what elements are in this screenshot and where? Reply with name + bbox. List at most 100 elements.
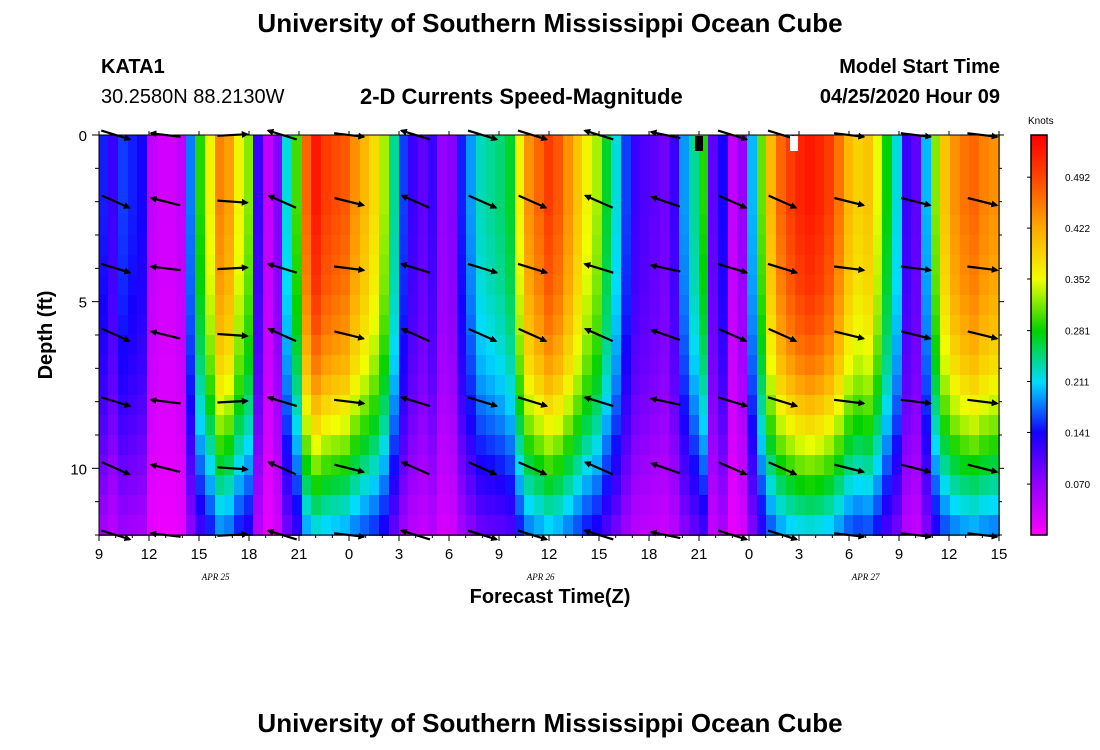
current-vector [267,461,297,476]
heatmap-cell [311,515,322,536]
heatmap-cell [505,135,516,156]
heatmap-cell [476,295,487,316]
heatmap-cell [428,215,438,236]
heatmap-cell [176,435,187,456]
heatmap-cell [679,155,690,176]
heatmap-cell [592,335,603,356]
colorbar-band [1031,233,1047,236]
heatmap-cell [911,155,922,176]
heatmap-cell [282,235,293,256]
current-vector [468,327,498,343]
heatmap-cell [611,355,622,376]
heatmap-cell [844,215,854,236]
heatmap-cell [273,135,283,156]
heatmap-cell [979,355,990,376]
colorbar-band [1031,491,1047,494]
x-tick-label: 6 [845,546,853,563]
heatmap-cell [844,175,854,196]
heatmap-cell [582,315,593,336]
heatmap-cell [582,395,593,416]
heatmap-cell [718,215,729,236]
heatmap-cell [302,255,312,276]
heatmap-cell [128,495,138,516]
heatmap-cell [834,395,845,416]
heatmap-cell [911,395,922,416]
heatmap-cell [553,475,564,496]
heatmap-cell [573,195,583,216]
heatmap-cell [137,395,148,416]
heatmap-cell [369,295,380,316]
heatmap-cell [815,215,825,236]
colorbar-band [1031,409,1047,412]
heatmap-cell [321,415,332,436]
heatmap-cell [989,155,1000,176]
heatmap-cell [350,515,361,536]
heatmap-cell [563,395,574,416]
heatmap-cell [853,395,864,416]
heatmap-cell [728,375,738,396]
heatmap-cell [311,355,322,376]
heatmap-cell [708,235,719,256]
heatmap-cell [863,495,874,516]
heatmap-cell [660,135,670,156]
colorbar-band [1031,207,1047,210]
colorbar-band [1031,413,1047,416]
heatmap-cell [611,335,622,356]
heatmap-cell [902,235,912,256]
heatmap-cell [631,435,641,456]
heatmap-cell [408,335,419,356]
heatmap-cell [969,355,980,376]
heatmap-cell [176,475,187,496]
heatmap-cell [486,475,496,496]
heatmap-cell [592,275,603,296]
heatmap-cell [834,475,845,496]
heatmap-cell [186,335,196,356]
colorbar-band [1031,431,1047,434]
heatmap-cell [708,515,719,536]
colorbar-band [1031,503,1047,506]
heatmap-cell [631,415,641,436]
heatmap-cell [660,215,670,236]
heatmap-cell [679,275,690,296]
heatmap-cell [969,475,980,496]
heatmap-cell [428,355,438,376]
colorbar-band [1031,295,1047,298]
heatmap-cell [563,175,574,196]
heatmap-cell [563,375,574,396]
heatmap-cell [273,215,283,236]
heatmap-cell [157,455,167,476]
colorbar-band [1031,517,1047,520]
heatmap-cell [263,355,274,376]
heatmap-cell [737,215,748,236]
heatmap-cell [379,335,390,356]
heatmap-cell [911,275,922,296]
heatmap-cell [911,235,922,256]
heatmap-cell [495,215,506,236]
heatmap-cell [931,135,941,156]
heatmap-cell [689,335,700,356]
heatmap-cell [99,475,109,496]
heatmap-cell [302,495,312,516]
heatmap-cell [350,375,361,396]
heatmap-cell [882,395,893,416]
heatmap-cell [99,415,109,436]
heatmap-cell [263,415,274,436]
heatmap-cell [321,515,332,536]
heatmap-cell [99,495,109,516]
heatmap-cell [302,355,312,376]
heatmap-cell [669,395,680,416]
heatmap-cell [360,475,370,496]
heatmap-cell [340,295,351,316]
heatmap-cell [902,135,912,156]
heatmap-cell [660,435,670,456]
heatmap-cell [757,235,767,256]
colorbar-tick-label: 0.141 [1065,428,1090,439]
heatmap-cell [224,515,235,536]
heatmap-cell [834,495,845,516]
heatmap-cell [360,495,370,516]
heatmap-cell [244,235,254,256]
heatmap-cell [853,515,864,536]
current-vector [967,330,999,341]
heatmap-cell [157,175,167,196]
heatmap-cell [350,315,361,336]
